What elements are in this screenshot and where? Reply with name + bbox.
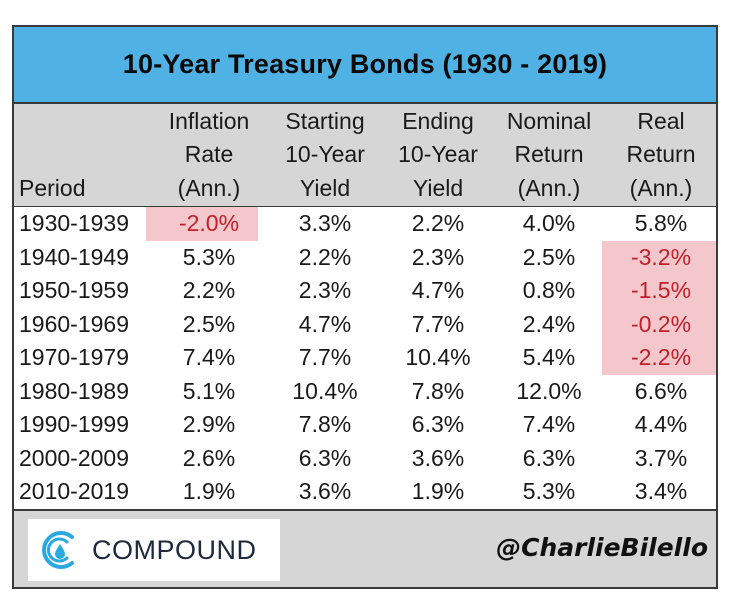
- value-cell: 5.4%: [522, 344, 576, 371]
- column-header-line: 10-Year: [398, 141, 478, 167]
- value-cell: 3.3%: [298, 210, 352, 237]
- value-cell: 2.3%: [298, 277, 352, 304]
- value-cell: 2.3%: [411, 243, 465, 270]
- value-cell: 5.1%: [182, 377, 236, 404]
- value-cell: -3.2%: [630, 243, 692, 270]
- value-cell: 2.2%: [411, 210, 465, 237]
- value-cell: 3.7%: [634, 444, 688, 471]
- logo-text: COMPOUND: [92, 534, 257, 565]
- value-cell: 7.4%: [522, 411, 576, 438]
- column-header-line: Real: [637, 107, 685, 134]
- column-header-line: 10-Year: [285, 141, 365, 167]
- column-header-line: Return: [626, 141, 696, 167]
- column-header: Nominal Return (Ann.): [492, 104, 606, 207]
- table-row: 2010-2019 1.9% 3.6% 1.9% 5.3% 3.4%: [14, 475, 716, 509]
- value-cell: 2.2%: [298, 243, 352, 270]
- column-header-line: Ending: [402, 107, 474, 134]
- column-header: Period: [19, 104, 157, 207]
- column-header-line: (Ann.): [629, 174, 693, 201]
- value-cell: 6.3%: [522, 444, 576, 471]
- value-cell: 7.8%: [298, 411, 352, 438]
- table-row: 1940-1949 5.3% 2.2% 2.3% 2.5% -3.2%: [14, 241, 716, 275]
- value-cell: 3.6%: [411, 444, 465, 471]
- value-cell: 5.3%: [522, 478, 576, 505]
- value-cell: -0.2%: [630, 310, 692, 337]
- compound-logo-icon: [42, 531, 74, 569]
- value-cell: 2.5%: [182, 310, 236, 337]
- column-header-line: (Ann.): [517, 174, 581, 201]
- column-header: Real Return (Ann.): [606, 104, 716, 207]
- value-cell: 2.2%: [182, 277, 236, 304]
- column-header-line: Starting: [285, 107, 365, 134]
- column-header-line: Inflation: [168, 107, 250, 134]
- period-cell: 2000-2009: [19, 444, 129, 471]
- column-header-line: Yield: [412, 174, 464, 201]
- value-cell: 2.5%: [522, 243, 576, 270]
- value-cell: 10.4%: [292, 377, 358, 404]
- value-cell: 7.7%: [411, 310, 465, 337]
- title-bar: 10-Year Treasury Bonds (1930 - 2019): [14, 27, 716, 104]
- value-cell: 2.9%: [182, 411, 236, 438]
- value-cell: 4.7%: [298, 310, 352, 337]
- value-cell: 4.0%: [522, 210, 576, 237]
- period-cell: 1990-1999: [19, 411, 129, 438]
- period-cell: 1940-1949: [19, 243, 129, 270]
- table-row: 2000-2009 2.6% 6.3% 3.6% 6.3% 3.7%: [14, 442, 716, 476]
- value-cell: 1.9%: [182, 478, 236, 505]
- table-row: 1980-1989 5.1% 10.4% 7.8% 12.0% 6.6%: [14, 375, 716, 409]
- column-header-line: (Ann.): [177, 174, 241, 201]
- value-cell: 12.0%: [516, 377, 582, 404]
- column-header-line: Yield: [299, 174, 351, 201]
- table-title: 10-Year Treasury Bonds (1930 - 2019): [122, 49, 608, 79]
- value-cell: 3.6%: [298, 478, 352, 505]
- value-cell: 6.3%: [411, 411, 465, 438]
- table-row: 1990-1999 2.9% 7.8% 6.3% 7.4% 4.4%: [14, 408, 716, 442]
- column-header-line: Rate: [184, 141, 234, 167]
- value-cell: -2.0%: [178, 210, 240, 237]
- column-header: Ending 10-Year Yield: [384, 104, 492, 207]
- value-cell: -1.5%: [630, 277, 692, 304]
- value-cell: -2.2%: [630, 344, 692, 371]
- value-cell: 2.6%: [182, 444, 236, 471]
- period-cell: 1960-1969: [19, 310, 129, 337]
- table-body: 1930-1939 -2.0% 3.3% 2.2% 4.0% 5.8% 1940-1949 5…: [14, 207, 716, 509]
- value-cell: 2.4%: [522, 310, 576, 337]
- value-cell: 5.3%: [182, 243, 236, 270]
- column-header: Starting 10-Year Yield: [266, 104, 384, 207]
- value-cell: 4.7%: [411, 277, 465, 304]
- author-handle: @CharlieBilello: [496, 533, 708, 562]
- value-cell: 10.4%: [405, 344, 471, 371]
- period-cell: 1970-1979: [19, 344, 129, 371]
- value-cell: 6.6%: [634, 377, 688, 404]
- period-cell: 1950-1959: [19, 277, 129, 304]
- value-cell: 0.8%: [522, 277, 576, 304]
- value-cell: 7.8%: [411, 377, 465, 404]
- table-row: 1950-1959 2.2% 2.3% 4.7% 0.8% -1.5%: [14, 274, 716, 308]
- period-cell: 1930-1939: [19, 210, 129, 237]
- table-row: 1970-1979 7.4% 7.7% 10.4% 5.4% -2.2%: [14, 341, 716, 375]
- highlight-negative-real-value: [602, 240, 716, 375]
- value-cell: 1.9%: [411, 478, 465, 505]
- value-cell: 7.7%: [298, 344, 352, 371]
- treasury-bonds-table: 10-Year Treasury Bonds (1930 - 2019) Per…: [12, 25, 718, 589]
- value-cell: 6.3%: [298, 444, 352, 471]
- highlight-negative-real-value: [146, 207, 258, 241]
- column-header-line: Return: [514, 141, 584, 167]
- compound-logo: COMPOUND: [28, 519, 280, 581]
- value-cell: 3.4%: [634, 478, 688, 505]
- period-cell: 1980-1989: [19, 377, 129, 404]
- table-row: 1960-1969 2.5% 4.7% 7.7% 2.4% -0.2%: [14, 308, 716, 342]
- column-header: Inflation Rate (Ann.): [152, 104, 266, 207]
- footer: COMPOUND @CharlieBilello: [14, 509, 716, 587]
- period-cell: 2010-2019: [19, 478, 129, 505]
- value-cell: 7.4%: [182, 344, 236, 371]
- value-cell: 4.4%: [634, 411, 688, 438]
- value-cell: 5.8%: [634, 210, 688, 237]
- column-header-line: Nominal: [506, 107, 592, 134]
- column-header-line: Period: [19, 174, 86, 201]
- table-header: Period Inflation Rate (Ann.) Starting 10-Year…: [14, 104, 716, 207]
- table-row: 1930-1939 -2.0% 3.3% 2.2% 4.0% 5.8%: [14, 207, 716, 241]
